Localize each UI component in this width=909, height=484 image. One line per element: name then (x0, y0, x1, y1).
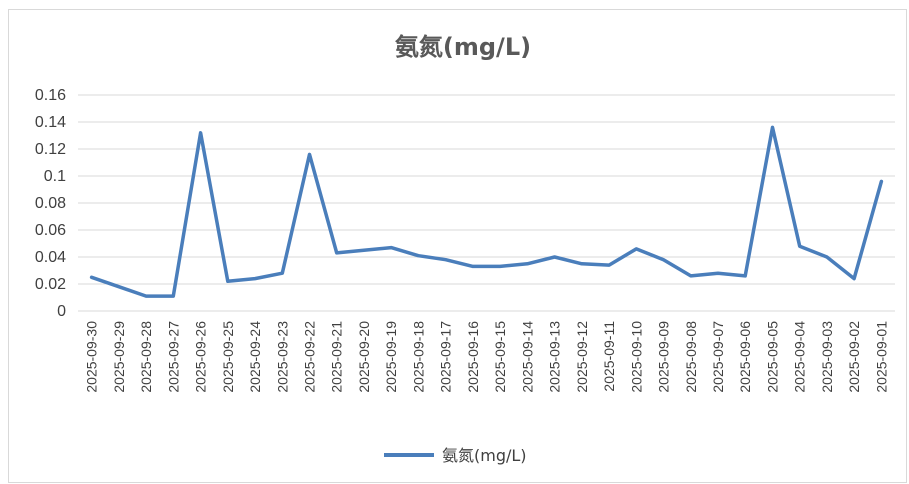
series-group (89, 125, 884, 298)
x-tick-label: 2025-09-01 (873, 321, 889, 393)
x-tick-label: 2025-09-25 (220, 321, 236, 393)
legend-label: 氨氮(mg/L) (442, 446, 527, 465)
x-tick-label: 2025-09-15 (492, 321, 508, 393)
x-tick-label: 2025-09-29 (111, 321, 127, 393)
chart-frame (8, 9, 907, 483)
x-tick-label: 2025-09-09 (656, 321, 672, 393)
x-tick-label: 2025-09-28 (138, 321, 154, 393)
series-line (89, 125, 884, 298)
x-tick-label: 2025-09-24 (247, 321, 263, 393)
x-tick-label: 2025-09-12 (574, 321, 590, 393)
gridlines (78, 94, 895, 312)
x-tick-label: 2025-09-06 (737, 321, 753, 393)
x-tick-label: 2025-09-04 (792, 321, 808, 393)
x-tick-label: 2025-09-13 (547, 321, 563, 393)
y-tick-label: 0.06 (35, 222, 66, 239)
y-axis-ticks: 0 0.02 0.04 0.06 0.08 0.1 0.12 0.14 0.16 (35, 87, 66, 320)
y-tick-label: 0.16 (35, 87, 66, 104)
x-tick-label: 2025-09-20 (356, 321, 372, 393)
x-tick-label: 2025-09-21 (329, 321, 345, 393)
x-tick-label: 2025-09-26 (193, 321, 209, 393)
x-tick-label: 2025-09-23 (274, 321, 290, 393)
x-tick-label: 2025-09-30 (84, 321, 100, 393)
x-tick-label: 2025-09-11 (601, 321, 617, 392)
x-tick-label: 2025-09-18 (410, 321, 426, 393)
chart-title: 氨氮(mg/L) (395, 33, 531, 61)
y-tick-label: 0.12 (35, 141, 66, 158)
x-tick-label: 2025-09-05 (764, 321, 780, 393)
x-tick-label: 2025-09-10 (628, 321, 644, 393)
y-tick-label: 0.02 (35, 276, 66, 293)
x-axis-ticks: 2025-09-30 2025-09-29 2025-09-28 2025-09-27… (84, 321, 890, 393)
x-tick-label: 2025-09-27 (165, 321, 181, 393)
x-tick-label: 2025-09-07 (710, 321, 726, 393)
y-tick-label: 0.1 (44, 168, 66, 185)
y-tick-label: 0.08 (35, 195, 66, 212)
x-tick-label: 2025-09-08 (683, 321, 699, 393)
y-tick-label: 0 (57, 303, 66, 320)
x-tick-label: 2025-09-16 (465, 321, 481, 393)
x-tick-label: 2025-09-19 (383, 321, 399, 393)
x-tick-label: 2025-09-03 (819, 321, 835, 393)
x-tick-label: 2025-09-17 (438, 321, 454, 393)
y-tick-label: 0.14 (35, 114, 66, 131)
x-tick-label: 2025-09-02 (846, 321, 862, 393)
legend: 氨氮(mg/L) (384, 446, 527, 465)
y-tick-label: 0.04 (35, 249, 66, 266)
x-tick-label: 2025-09-22 (301, 321, 317, 393)
x-tick-label: 2025-09-14 (519, 321, 535, 393)
